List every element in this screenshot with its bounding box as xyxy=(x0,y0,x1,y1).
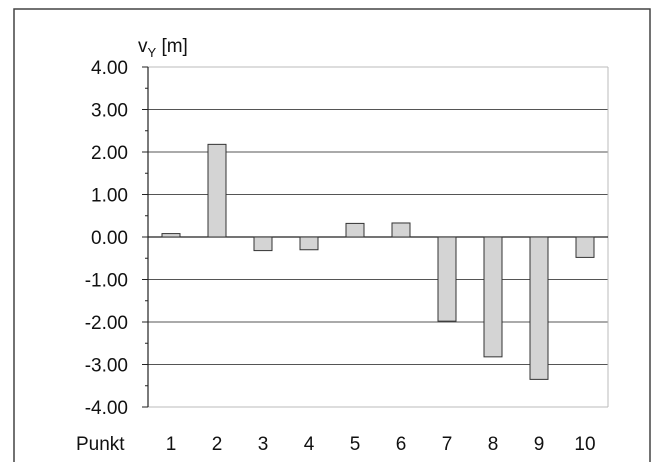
y-tick-label: 2.00 xyxy=(91,143,128,164)
x-tick-label: 3 xyxy=(258,434,269,455)
bar xyxy=(299,236,319,251)
x-tick-label: 5 xyxy=(350,434,361,455)
y-tick-label: 1.00 xyxy=(91,186,128,207)
x-tick-label: 1 xyxy=(166,434,177,455)
bar xyxy=(483,236,503,358)
x-tick-label: 7 xyxy=(442,434,453,455)
bar xyxy=(345,222,365,238)
y-axis-label-main: v xyxy=(138,36,148,57)
y-tick-label: 0.00 xyxy=(91,228,128,249)
x-tick-label: 8 xyxy=(488,434,499,455)
x-tick-label: 6 xyxy=(396,434,407,455)
y-tick-label: 4.00 xyxy=(91,58,128,79)
y-tick-label: -1.00 xyxy=(85,271,128,292)
bar xyxy=(207,143,227,238)
x-tick-label: 4 xyxy=(304,434,315,455)
y-axis-label-subscript: Y xyxy=(148,45,157,60)
x-tick-label: 9 xyxy=(534,434,545,455)
y-tick-label: -3.00 xyxy=(85,356,128,377)
y-tick-labels: 4.00 3.00 2.00 1.00 0.00 -1.00 -2.00 -3.00 -4.00 xyxy=(85,58,128,419)
x-axis-label: Punkt xyxy=(76,434,125,455)
bar xyxy=(253,236,273,252)
x-tick-label: 2 xyxy=(212,434,223,455)
bar xyxy=(161,233,181,238)
x-tick-label: 10 xyxy=(574,434,595,455)
y-tick-label: -4.00 xyxy=(85,398,128,419)
y-axis-label: vY [m] xyxy=(138,36,188,60)
y-axis-label-unit: [m] xyxy=(156,36,188,57)
y-tick-label: 3.00 xyxy=(91,101,128,122)
axes xyxy=(142,66,149,408)
y-tick-label: -2.00 xyxy=(85,313,128,334)
bar xyxy=(391,222,411,238)
x-tick-labels: 1 2 3 4 5 6 7 8 9 10 xyxy=(166,434,596,455)
bar xyxy=(575,236,595,258)
bar xyxy=(437,236,457,322)
bar xyxy=(529,236,549,380)
bars xyxy=(161,143,595,380)
chart-border xyxy=(13,8,651,462)
